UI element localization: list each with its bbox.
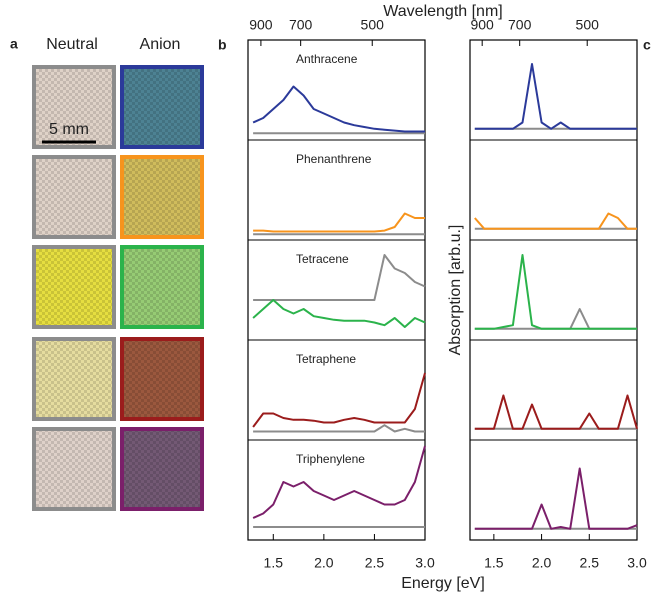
spectrum bbox=[474, 308, 637, 330]
scale-label: 5 mm bbox=[49, 121, 89, 138]
molecule-name: Anthracene bbox=[296, 52, 358, 66]
molecule-name: Triphenylene bbox=[296, 452, 365, 466]
x-tick-label: 3.0 bbox=[627, 555, 647, 571]
x2-axis-label: Wavelength [nm] bbox=[383, 3, 502, 20]
molecule-name: Phenanthrene bbox=[296, 152, 372, 166]
x2-tick-label: 900 bbox=[249, 17, 273, 33]
spectrum bbox=[474, 254, 637, 330]
spectrum bbox=[252, 372, 426, 428]
x2-tick-label: 500 bbox=[576, 17, 600, 33]
spectrum bbox=[253, 424, 425, 433]
x-axis-label: Energy [eV] bbox=[401, 575, 485, 592]
texture bbox=[36, 69, 200, 507]
spectrum bbox=[474, 63, 637, 130]
spectrum bbox=[252, 85, 425, 133]
spectrum bbox=[474, 467, 638, 530]
spectrum bbox=[253, 212, 425, 233]
spectrum bbox=[252, 445, 426, 519]
x-tick-label: 2.5 bbox=[580, 555, 600, 571]
spectrum bbox=[253, 254, 426, 301]
y-axis-label: Absorption [arb.u.] bbox=[447, 225, 464, 356]
panel-label: b bbox=[218, 37, 227, 53]
x2-tick-label: 500 bbox=[361, 17, 385, 33]
spectrum bbox=[474, 212, 637, 230]
x2-tick-label: 900 bbox=[470, 17, 494, 33]
x-tick-label: 1.5 bbox=[484, 555, 504, 571]
x2-tick-label: 700 bbox=[289, 17, 313, 33]
molecule-name: Tetraphene bbox=[296, 352, 356, 366]
spectrum bbox=[252, 299, 426, 328]
spectrum bbox=[474, 394, 638, 430]
x2-tick-label: 700 bbox=[508, 17, 532, 33]
column-label: Neutral bbox=[46, 36, 98, 53]
x-tick-label: 2.5 bbox=[365, 555, 385, 571]
x-tick-label: 2.0 bbox=[314, 555, 334, 571]
plot-frame bbox=[247, 39, 426, 541]
x-tick-label: 2.0 bbox=[532, 555, 552, 571]
x-tick-label: 3.0 bbox=[415, 555, 435, 571]
molecule-name: Tetracene bbox=[296, 252, 349, 266]
panel-label: c bbox=[643, 37, 651, 53]
x-tick-label: 1.5 bbox=[264, 555, 284, 571]
column-label: Anion bbox=[140, 36, 181, 53]
plot-frame bbox=[469, 39, 638, 541]
panel-label: a bbox=[10, 36, 18, 52]
